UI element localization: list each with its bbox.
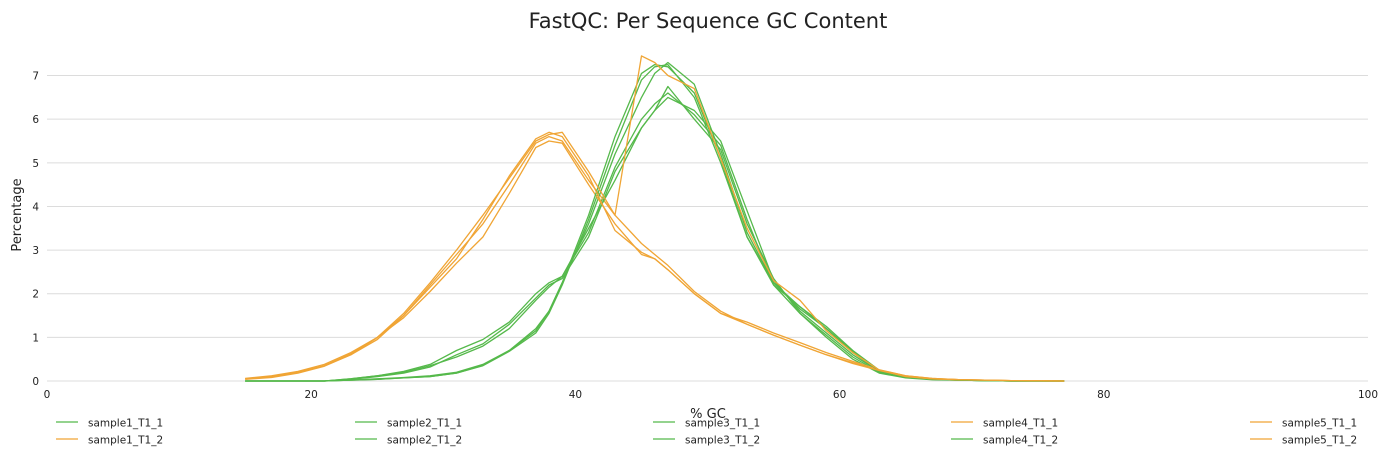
legend-item[interactable]: sample1_T1_1	[56, 418, 163, 430]
legend-label: sample4_T1_2	[983, 435, 1058, 447]
legend-item[interactable]: sample4_T1_1	[951, 418, 1058, 430]
legend-item[interactable]: sample1_T1_2	[56, 435, 163, 447]
y-tick-label: 3	[32, 245, 39, 257]
x-axis-label: % GC	[690, 407, 726, 422]
y-tick-label: 2	[32, 289, 39, 301]
x-tick-label: 100	[1358, 389, 1378, 401]
y-axis-ticks: 0 1 2 3 4 5 6 7	[32, 71, 39, 388]
x-tick-label: 20	[305, 389, 318, 401]
legend-label: sample4_T1_1	[983, 418, 1058, 430]
y-tick-label: 1	[32, 332, 39, 344]
legend-label: sample3_T1_1	[685, 418, 760, 430]
chart-title: FastQC: Per Sequence GC Content	[529, 9, 888, 33]
x-axis-ticks: 0 20 40 60 80 100	[44, 389, 1378, 401]
series-line-sample2_T1_1	[245, 96, 1065, 382]
x-tick-label: 0	[44, 389, 51, 401]
series-line-sample3_T1_1	[245, 63, 1065, 382]
legend: sample1_T1_1 sample2_T1_1 sample3_T1_1 samp…	[56, 418, 1357, 447]
legend-item[interactable]: sample2_T1_2	[355, 435, 462, 447]
y-tick-label: 5	[32, 158, 39, 170]
y-axis-label: Percentage	[10, 178, 25, 251]
y-tick-label: 6	[32, 114, 39, 126]
grid	[47, 75, 1368, 382]
legend-item[interactable]: sample5_T1_1	[1250, 418, 1357, 430]
x-tick-label: 60	[833, 389, 846, 401]
legend-label: sample2_T1_1	[387, 418, 462, 430]
legend-label: sample1_T1_2	[88, 435, 163, 447]
plot-area	[245, 55, 1065, 382]
series-line-sample3_T1_2	[245, 85, 1065, 382]
x-tick-label: 40	[569, 389, 582, 401]
legend-item[interactable]: sample3_T1_2	[653, 435, 760, 447]
legend-item[interactable]: sample4_T1_2	[951, 435, 1058, 447]
legend-item[interactable]: sample5_T1_2	[1250, 435, 1357, 447]
legend-item[interactable]: sample3_T1_1	[653, 418, 760, 430]
legend-label: sample5_T1_2	[1282, 435, 1357, 447]
y-tick-label: 4	[32, 201, 39, 213]
legend-label: sample1_T1_1	[88, 418, 163, 430]
legend-label: sample2_T1_2	[387, 435, 462, 447]
legend-label: sample5_T1_1	[1282, 418, 1357, 430]
legend-item[interactable]: sample2_T1_1	[355, 418, 462, 430]
legend-label: sample3_T1_2	[685, 435, 760, 447]
series-line-sample4_T1_2	[245, 63, 1065, 382]
series-line-sample5_T1_2	[245, 55, 1065, 382]
x-tick-label: 80	[1097, 389, 1110, 401]
y-tick-label: 7	[32, 71, 39, 83]
y-tick-label: 0	[32, 376, 39, 388]
